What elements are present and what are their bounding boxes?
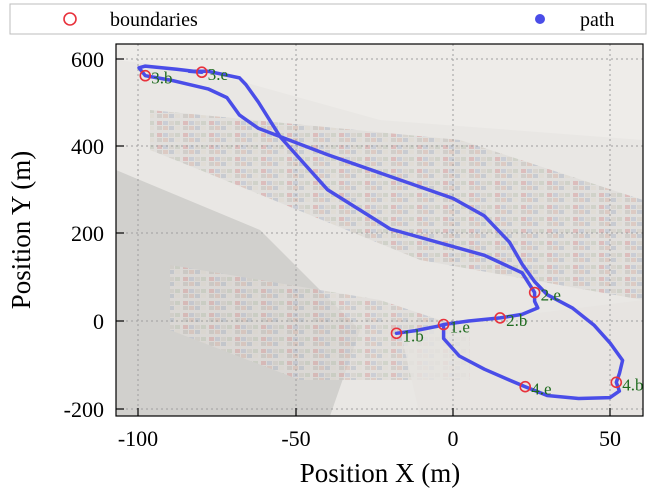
boundary-marker-4.e <box>519 380 532 393</box>
boundary-marker-3.e <box>196 66 208 79</box>
boundary-marker-4.b <box>610 376 623 389</box>
path-line <box>137 64 625 401</box>
legend-frame <box>9 3 647 35</box>
y-tick-label: 0 <box>93 309 104 334</box>
y-axis-title: Position Y (m) <box>6 151 36 310</box>
y-tick-label: 600 <box>71 47 104 72</box>
x-tick-label: -100 <box>118 426 158 451</box>
boundary-label-1.e: 1.e <box>450 318 470 337</box>
x-tick-labels: -100 -50 0 50 <box>118 426 621 451</box>
boundary-label-3.b: 3.b <box>151 69 172 88</box>
y-tick-label: 400 <box>71 134 104 159</box>
y-tick-labels: 600 400 200 0 -200 <box>64 47 104 422</box>
label-layer: 1.b 1.e 2.b 2.e 3.b 3.e 4.b 4.e <box>151 65 643 398</box>
legend-boundaries-marker <box>63 12 77 26</box>
boundary-marker-1.b <box>390 327 403 340</box>
boundary-label-4.e: 4.e <box>531 380 551 399</box>
boundary-label-2.e: 2.e <box>541 286 561 305</box>
x-tick-label: 0 <box>448 426 459 451</box>
boundary-marker-2.e <box>528 286 541 299</box>
y-tick-label: -200 <box>64 397 104 422</box>
boundary-label-4.b: 4.b <box>622 375 643 394</box>
x-tick-label: -50 <box>281 426 310 451</box>
legend-path-label: path <box>580 9 614 31</box>
x-tick-label: 50 <box>599 426 621 451</box>
background-photo <box>116 44 643 416</box>
boundary-marker-2.b <box>494 312 506 324</box>
grid <box>116 44 643 416</box>
legend-boundaries-label: boundaries <box>110 9 198 31</box>
boundary-label-3.e: 3.e <box>208 65 228 84</box>
y-tick-label: 200 <box>71 221 104 246</box>
legend-path-marker <box>535 14 545 24</box>
boundary-marker-1.e <box>437 318 450 331</box>
x-axis-title: Position X (m) <box>300 458 461 488</box>
boundary-marker-3.b <box>139 69 152 82</box>
boundary-label-1.b: 1.b <box>402 326 423 345</box>
plot-frame <box>115 43 644 417</box>
data-layer <box>137 64 625 401</box>
boundary-label-2.b: 2.b <box>506 311 527 330</box>
legend: boundaries path <box>9 3 647 35</box>
tick-marks <box>116 58 611 416</box>
